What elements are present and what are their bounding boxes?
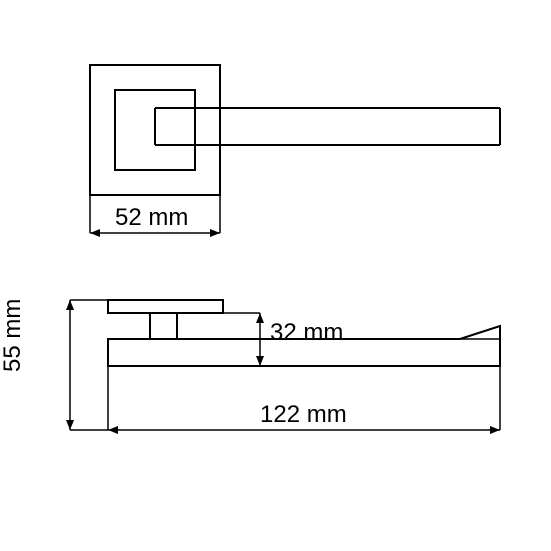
dim-label-52mm: 52 mm: [115, 204, 188, 231]
technical-drawing: 52 mm 55 mm 32 mm 122 mm: [0, 0, 551, 551]
dim-label-32mm: 32 mm: [270, 319, 343, 346]
dim-label-55mm: 55 mm: [0, 299, 26, 372]
dim-label-122mm: 122 mm: [260, 401, 347, 428]
